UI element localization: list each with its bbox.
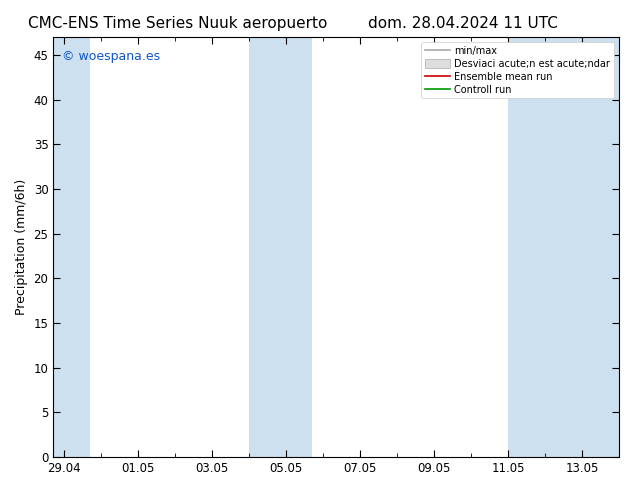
Y-axis label: Precipitation (mm/6h): Precipitation (mm/6h) <box>15 179 28 315</box>
Legend: min/max, Desviaci acute;n est acute;ndar, Ensemble mean run, Controll run: min/max, Desviaci acute;n est acute;ndar… <box>422 42 614 98</box>
Bar <box>508 37 619 457</box>
Bar <box>249 37 312 457</box>
Text: dom. 28.04.2024 11 UTC: dom. 28.04.2024 11 UTC <box>368 16 558 31</box>
Bar <box>53 37 90 457</box>
Text: CMC-ENS Time Series Nuuk aeropuerto: CMC-ENS Time Series Nuuk aeropuerto <box>28 16 327 31</box>
Text: © woespana.es: © woespana.es <box>61 49 160 63</box>
